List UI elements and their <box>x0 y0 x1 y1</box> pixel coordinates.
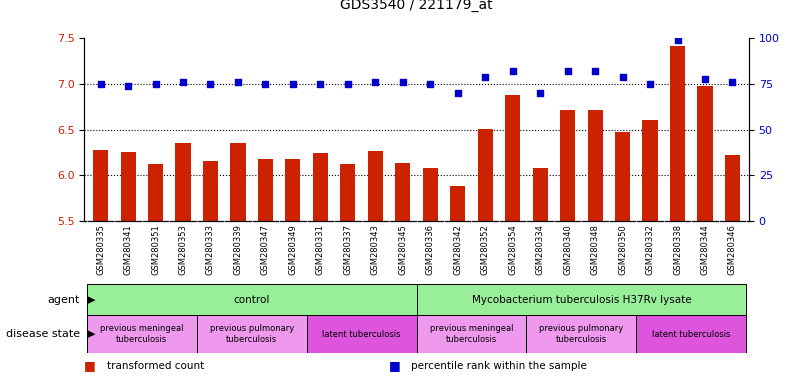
Point <box>533 90 546 96</box>
Bar <box>175 143 191 221</box>
Bar <box>670 46 685 221</box>
Bar <box>87 284 417 315</box>
Text: GSM280344: GSM280344 <box>701 224 710 275</box>
Text: GSM280332: GSM280332 <box>646 224 654 275</box>
Point <box>341 81 354 87</box>
Text: GSM280350: GSM280350 <box>618 224 627 275</box>
Bar <box>231 143 245 221</box>
Text: ■: ■ <box>388 359 400 372</box>
Point <box>671 37 684 43</box>
Bar <box>120 152 135 221</box>
Bar <box>197 315 307 353</box>
Point <box>644 81 657 87</box>
Text: latent tuberculosis: latent tuberculosis <box>322 329 400 339</box>
Bar <box>87 315 197 353</box>
Text: GSM280339: GSM280339 <box>233 224 243 275</box>
Bar <box>642 119 658 221</box>
Bar <box>417 284 747 315</box>
Text: GSM280334: GSM280334 <box>536 224 545 275</box>
Text: GSM280347: GSM280347 <box>261 224 270 275</box>
Point <box>726 79 739 85</box>
Text: GSM280341: GSM280341 <box>123 224 132 275</box>
Bar <box>417 315 526 353</box>
Text: GSM280349: GSM280349 <box>288 224 297 275</box>
Bar <box>505 95 520 221</box>
Point <box>479 74 492 80</box>
Text: ■: ■ <box>84 359 96 372</box>
Text: previous meningeal
tuberculosis: previous meningeal tuberculosis <box>100 324 183 344</box>
Bar <box>526 315 636 353</box>
Text: latent tuberculosis: latent tuberculosis <box>652 329 731 339</box>
Bar <box>450 186 465 221</box>
Text: GSM280352: GSM280352 <box>481 224 489 275</box>
Text: GSM280348: GSM280348 <box>590 224 600 275</box>
Bar <box>307 315 417 353</box>
Bar <box>313 153 328 221</box>
Bar <box>368 151 383 221</box>
Bar <box>395 163 410 221</box>
Bar <box>477 129 493 221</box>
Text: GSM280343: GSM280343 <box>371 224 380 275</box>
Text: GSM280331: GSM280331 <box>316 224 325 275</box>
Text: GSM280338: GSM280338 <box>673 224 682 275</box>
Text: Mycobacterium tuberculosis H37Rv lysate: Mycobacterium tuberculosis H37Rv lysate <box>472 295 691 305</box>
Point <box>176 79 189 85</box>
Text: previous meningeal
tuberculosis: previous meningeal tuberculosis <box>429 324 513 344</box>
Bar <box>93 150 108 221</box>
Text: transformed count: transformed count <box>107 361 203 371</box>
Point <box>451 90 464 96</box>
Point <box>589 68 602 74</box>
Point <box>204 81 217 87</box>
Bar <box>340 164 356 221</box>
Text: previous pulmonary
tuberculosis: previous pulmonary tuberculosis <box>210 324 294 344</box>
Text: agent: agent <box>48 295 80 305</box>
Point <box>369 79 382 85</box>
Text: GSM280342: GSM280342 <box>453 224 462 275</box>
Bar <box>148 164 163 221</box>
Text: GSM280335: GSM280335 <box>96 224 105 275</box>
Text: GSM280345: GSM280345 <box>398 224 407 275</box>
Bar <box>285 159 300 221</box>
Text: GSM280346: GSM280346 <box>728 224 737 275</box>
Point <box>698 76 711 82</box>
Point <box>396 79 409 85</box>
Text: percentile rank within the sample: percentile rank within the sample <box>411 361 587 371</box>
Bar <box>423 168 438 221</box>
Point <box>259 81 272 87</box>
Text: GDS3540 / 221179_at: GDS3540 / 221179_at <box>340 0 493 12</box>
Point <box>424 81 437 87</box>
Text: ▶: ▶ <box>80 329 95 339</box>
Point <box>122 83 135 89</box>
Bar <box>698 86 713 221</box>
Text: GSM280333: GSM280333 <box>206 224 215 275</box>
Bar <box>203 161 218 221</box>
Text: disease state: disease state <box>6 329 80 339</box>
Text: GSM280351: GSM280351 <box>151 224 160 275</box>
Bar <box>533 168 548 221</box>
Point <box>231 79 244 85</box>
Text: ▶: ▶ <box>80 295 95 305</box>
Bar <box>615 132 630 221</box>
Text: GSM280340: GSM280340 <box>563 224 572 275</box>
Text: control: control <box>234 295 270 305</box>
Text: GSM280336: GSM280336 <box>426 224 435 275</box>
Point <box>616 74 629 80</box>
Bar <box>560 109 575 221</box>
Point <box>314 81 327 87</box>
Bar <box>636 315 747 353</box>
Point <box>287 81 300 87</box>
Text: GSM280337: GSM280337 <box>344 224 352 275</box>
Point <box>95 81 107 87</box>
Text: previous pulmonary
tuberculosis: previous pulmonary tuberculosis <box>539 324 623 344</box>
Text: GSM280353: GSM280353 <box>179 224 187 275</box>
Bar <box>725 155 740 221</box>
Point <box>149 81 162 87</box>
Point <box>506 68 519 74</box>
Point <box>562 68 574 74</box>
Text: GSM280354: GSM280354 <box>508 224 517 275</box>
Bar <box>258 159 273 221</box>
Bar <box>588 109 602 221</box>
